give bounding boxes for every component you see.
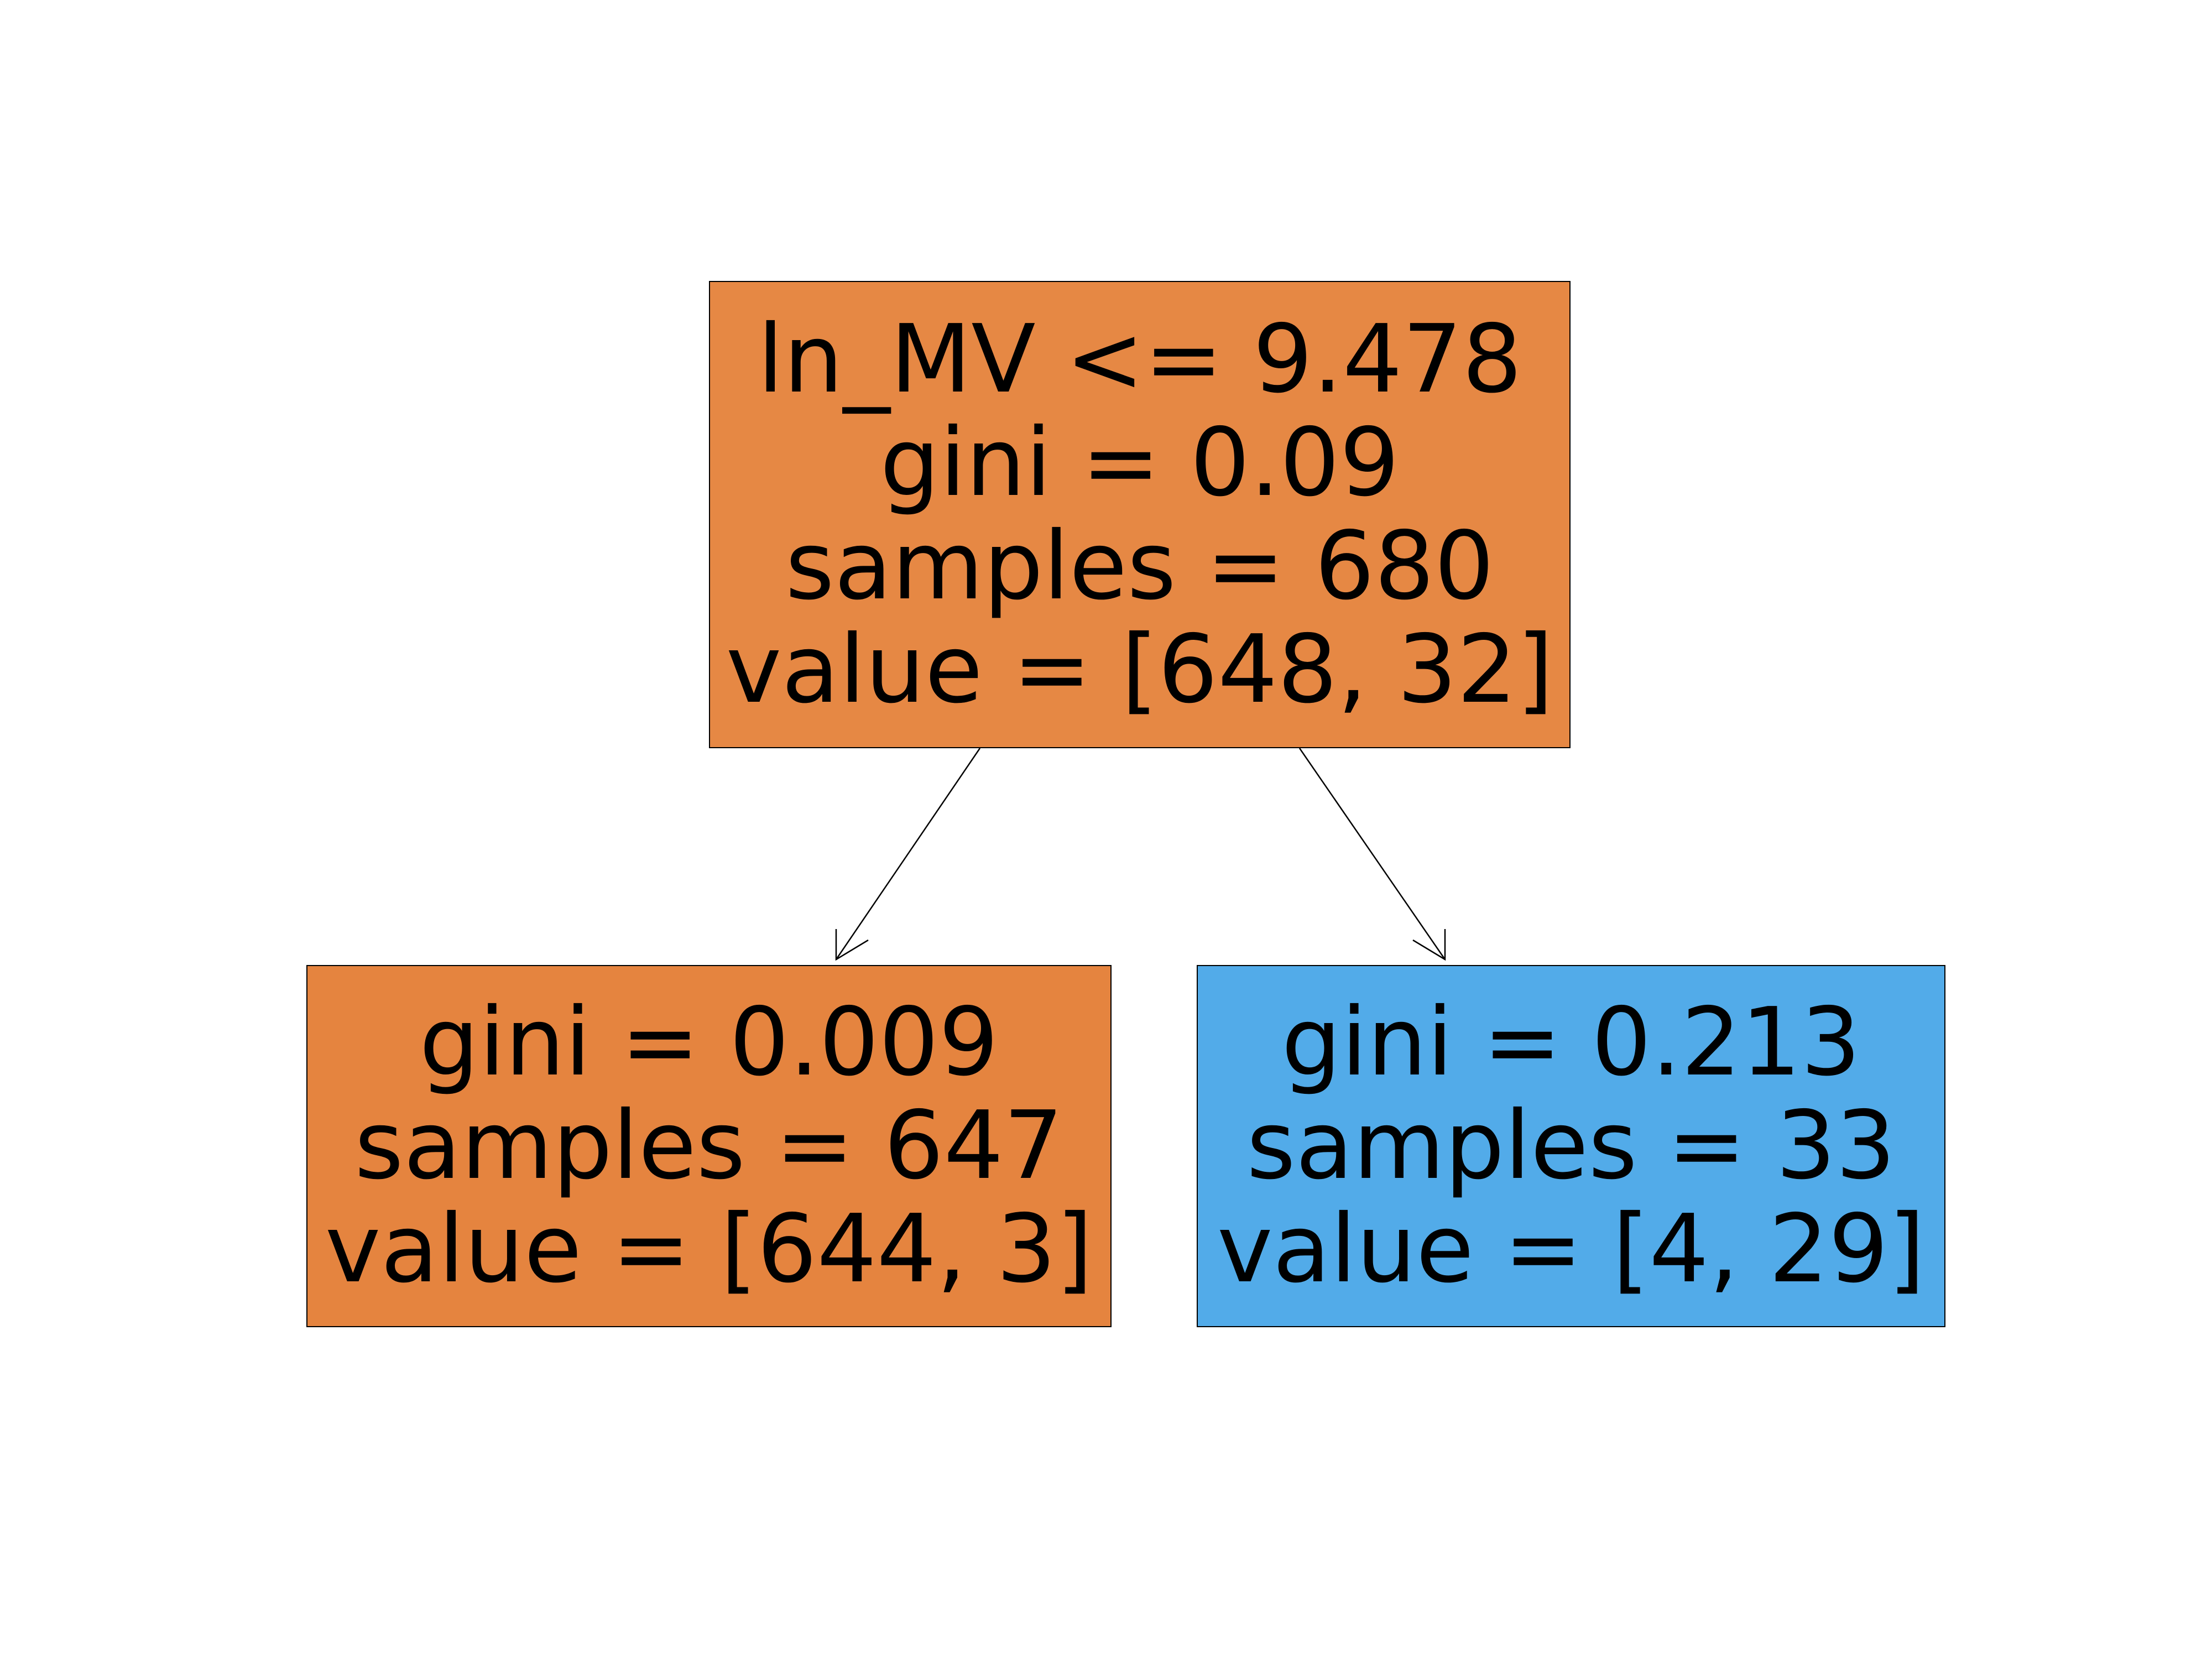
edge-arrowhead-right	[1412, 929, 1446, 961]
edge-root-to-right	[1298, 748, 1446, 960]
edge-root-to-left	[835, 748, 981, 960]
root-split-node: ln_MV <= 9.478 gini = 0.09 samples = 680…	[709, 281, 1571, 748]
root-samples: samples = 680	[785, 511, 1494, 621]
root-value: value = [648, 32]	[726, 614, 1554, 724]
right-gini: gini = 0.213	[1281, 988, 1861, 1097]
left-samples: samples = 647	[354, 1091, 1063, 1201]
left-value: value = [644, 3]	[325, 1194, 1093, 1304]
right-value: value = [4, 29]	[1217, 1194, 1926, 1304]
edge-arrowhead-left	[835, 929, 869, 961]
right-leaf-node: gini = 0.213 samples = 33 value = [4, 29…	[1197, 965, 1945, 1327]
root-split-condition: ln_MV <= 9.478	[757, 304, 1522, 414]
root-gini: gini = 0.09	[880, 408, 1400, 518]
right-samples: samples = 33	[1246, 1091, 1896, 1201]
left-gini: gini = 0.009	[419, 988, 999, 1097]
left-leaf-node: gini = 0.009 samples = 647 value = [644,…	[306, 965, 1112, 1327]
